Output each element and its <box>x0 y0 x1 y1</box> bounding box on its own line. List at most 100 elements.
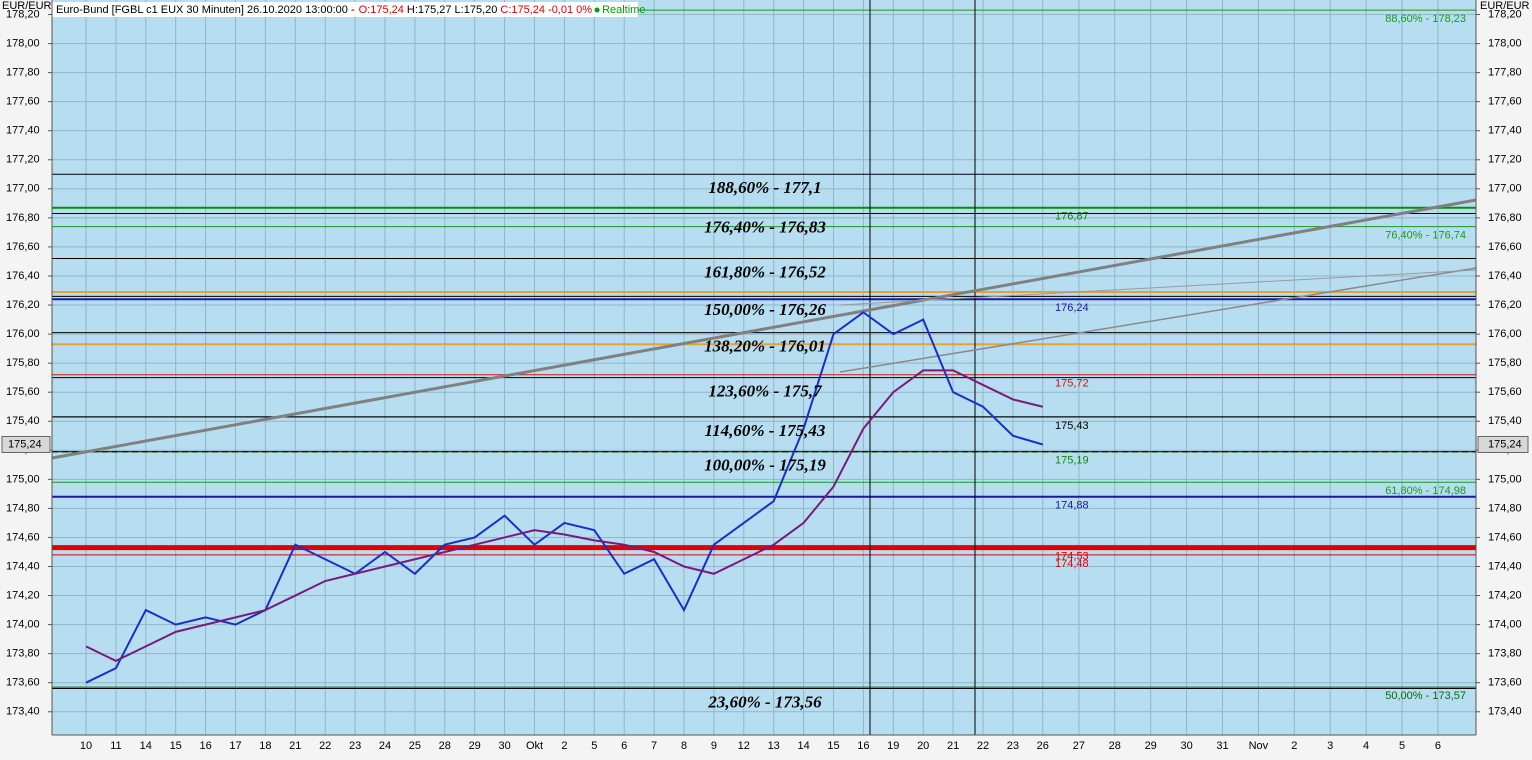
y-tick-label: 173,60 <box>1488 677 1522 689</box>
y-tick-label: 174,80 <box>1488 502 1522 514</box>
price-tag-label: 175,24 <box>8 438 42 450</box>
x-tick-label: 15 <box>827 740 839 752</box>
y-tick-label: 175,60 <box>1488 386 1522 398</box>
grid <box>48 0 1480 735</box>
chart-title: Euro-Bund [FGBL c1 EUX 30 Minuten] 26.10… <box>56 4 355 16</box>
quote-value: Realtime <box>602 4 645 16</box>
x-tick-label: 18 <box>259 740 271 752</box>
fib-label: 176,40% - 176,83 <box>704 217 826 236</box>
axis-label: EUR/EUR <box>1480 0 1530 12</box>
x-tick-label: 30 <box>498 740 510 752</box>
level-label: 175,43 <box>1055 420 1089 432</box>
level-label: 88,60% - 178,23 <box>1385 13 1466 25</box>
plot-area <box>52 0 1476 735</box>
x-tick-label: 24 <box>379 740 391 752</box>
fib-label: 114,60% - 175,43 <box>705 421 826 440</box>
x-tick-label: 10 <box>80 740 92 752</box>
x-tick-label: 23 <box>1007 740 1019 752</box>
x-tick-label: 15 <box>170 740 182 752</box>
quote-value: -0,01 0% <box>548 4 592 16</box>
level-label: 176,87 <box>1055 211 1089 223</box>
y-tick-label: 178,00 <box>6 37 40 49</box>
level-label: 76,40% - 176,74 <box>1385 230 1466 242</box>
y-tick-label: 177,00 <box>6 183 40 195</box>
y-tick-label: 177,60 <box>6 96 40 108</box>
y-tick-label: 176,40 <box>1488 270 1522 282</box>
y-tick-label: 173,40 <box>6 706 40 718</box>
x-tick-label: 23 <box>349 740 361 752</box>
x-tick-label: 7 <box>651 740 657 752</box>
x-tick-label: 29 <box>1145 740 1157 752</box>
y-tick-label: 177,80 <box>6 67 40 79</box>
x-tick-label: 4 <box>1363 740 1369 752</box>
y-tick-label: 174,00 <box>1488 619 1522 631</box>
fib-label: 23,60% - 173,56 <box>707 692 822 711</box>
x-tick-label: 27 <box>1073 740 1085 752</box>
fib-label: 150,00% - 176,26 <box>704 300 826 319</box>
y-tick-label: 175,00 <box>6 473 40 485</box>
x-tick-label: 19 <box>887 740 899 752</box>
x-tick-label: 6 <box>621 740 627 752</box>
y-tick-label: 173,40 <box>1488 706 1522 718</box>
x-tick-label: 11 <box>110 740 121 752</box>
x-tick-label: Nov <box>1249 740 1269 752</box>
price-line <box>85 369 1044 663</box>
y-tick-label: 176,40 <box>6 270 40 282</box>
level-label: 175,19 <box>1055 455 1089 467</box>
y-tick-label: 177,40 <box>6 125 40 137</box>
x-tick-label: 3 <box>1327 740 1333 752</box>
y-tick-label: 178,20 <box>6 8 40 20</box>
fib-label: 123,60% - 175,7 <box>708 382 823 401</box>
y-tick-label: 174,60 <box>6 531 40 543</box>
quote-value: L:175,20 <box>455 4 498 16</box>
x-tick-label: 22 <box>319 740 331 752</box>
y-tick-label: 178,20 <box>1488 8 1522 20</box>
trend-line <box>839 267 1477 373</box>
x-tick-label: 16 <box>199 740 211 752</box>
fib-label: 161,80% - 176,52 <box>704 262 826 281</box>
y-tick-label: 173,80 <box>6 648 40 660</box>
y-tick-label: 176,80 <box>1488 212 1522 224</box>
y-tick-label: 176,00 <box>6 328 40 340</box>
x-tick-label: 14 <box>797 740 809 752</box>
y-tick-label: 177,20 <box>6 154 40 166</box>
y-tick-label: 176,20 <box>1488 299 1522 311</box>
y-tick-label: 177,60 <box>1488 96 1522 108</box>
y-tick-label: 174,40 <box>6 560 40 572</box>
x-tick-label: Okt <box>526 740 543 752</box>
x-tick-label: 28 <box>1109 740 1121 752</box>
level-label: 61,80% - 174,98 <box>1385 485 1466 497</box>
level-label: 174,48 <box>1055 558 1089 570</box>
x-tick-label: 5 <box>591 740 597 752</box>
series <box>85 311 1044 684</box>
y-tick-label: 174,20 <box>1488 589 1522 601</box>
fib-label: 188,60% - 177,1 <box>708 178 821 197</box>
x-tick-label: 5 <box>1399 740 1405 752</box>
y-tick-label: 173,60 <box>6 677 40 689</box>
y-tick-label: 174,40 <box>1488 560 1522 572</box>
y-tick-label: 174,20 <box>6 589 40 601</box>
x-tick-label: 30 <box>1180 740 1192 752</box>
y-tick-label: 178,00 <box>1488 37 1522 49</box>
x-tick-label: 21 <box>947 740 959 752</box>
y-tick-label: 177,80 <box>1488 67 1522 79</box>
fib-label: 100,00% - 175,19 <box>704 456 826 475</box>
y-tick-label: 176,20 <box>6 299 40 311</box>
price-tag-label: 175,24 <box>1488 438 1522 450</box>
x-tick-label: 26 <box>1037 740 1049 752</box>
y-tick-label: 176,60 <box>6 241 40 253</box>
x-tick-label: 31 <box>1216 740 1228 752</box>
y-tick-label: 175,80 <box>6 357 40 369</box>
level-label: 174,88 <box>1055 500 1089 512</box>
y-tick-label: 175,00 <box>1488 473 1522 485</box>
x-tick-label: 13 <box>768 740 780 752</box>
quote-value: O:175,24 <box>359 4 404 16</box>
y-tick-label: 175,40 <box>1488 415 1522 427</box>
x-tick-label: 8 <box>681 740 687 752</box>
trend-line <box>51 198 1477 460</box>
x-tick-label: 25 <box>409 740 421 752</box>
x-tick-label: 17 <box>229 740 241 752</box>
level-label: 176,24 <box>1055 302 1089 314</box>
quote-value: H:175,27 <box>407 4 452 16</box>
